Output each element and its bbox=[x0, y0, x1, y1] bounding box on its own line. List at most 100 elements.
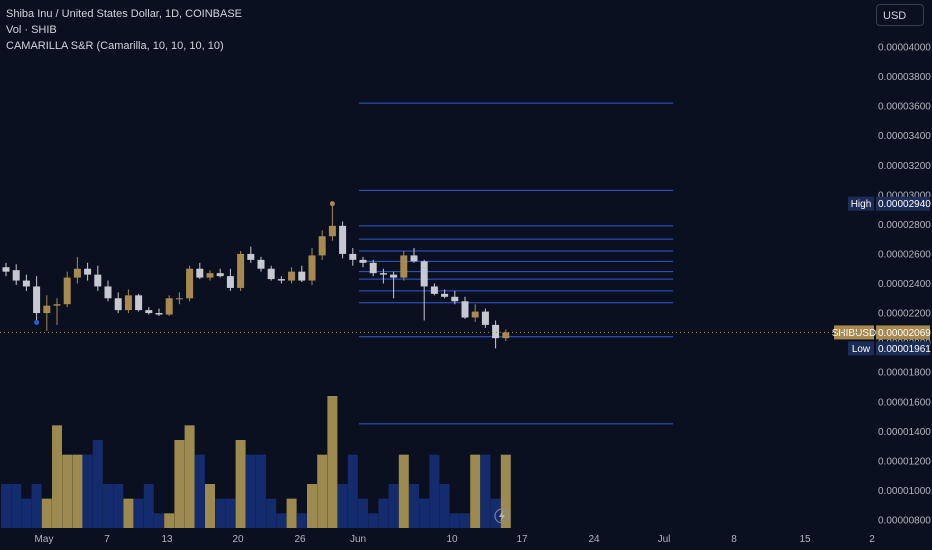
volume-bar bbox=[41, 498, 52, 528]
volume-bar bbox=[327, 396, 338, 528]
price-tag-value: 0.00002940 bbox=[878, 199, 931, 210]
volume-bar bbox=[62, 454, 73, 528]
volume-bar bbox=[103, 484, 113, 528]
volume-bar bbox=[143, 484, 154, 528]
candle-body bbox=[502, 332, 510, 339]
candle-body bbox=[400, 255, 408, 278]
volume-bar bbox=[317, 454, 328, 528]
candle-body bbox=[12, 270, 20, 281]
volume-bar bbox=[460, 513, 470, 528]
candle-body bbox=[206, 273, 214, 278]
price-tag-label: SHIBUSD bbox=[832, 328, 876, 339]
volume-bar bbox=[215, 498, 226, 528]
volume-bar bbox=[154, 513, 164, 528]
volume-bar bbox=[245, 454, 256, 528]
candle-body bbox=[471, 311, 479, 318]
candle-body bbox=[328, 225, 336, 237]
x-tick-label: 7 bbox=[104, 534, 110, 545]
candle-body bbox=[33, 286, 41, 314]
candle-body bbox=[308, 255, 316, 281]
candle-body bbox=[298, 271, 306, 281]
y-tick-label: 0.00001200 bbox=[878, 456, 931, 467]
candle-body bbox=[267, 268, 275, 280]
candle-body bbox=[257, 259, 265, 269]
volume-bar bbox=[470, 454, 481, 528]
price-tag-value-bg bbox=[876, 341, 930, 356]
volume-bar bbox=[480, 454, 491, 528]
candle-body bbox=[339, 225, 347, 254]
candle-body bbox=[237, 253, 245, 288]
high-marker bbox=[329, 201, 335, 207]
x-tick-label: 8 bbox=[731, 534, 737, 545]
candle-body bbox=[186, 268, 194, 299]
volume-bar bbox=[378, 498, 389, 528]
legend-volume[interactable]: Vol · SHIB bbox=[6, 24, 57, 36]
legend-title[interactable]: Shiba Inu / United States Dollar, 1D, CO… bbox=[6, 8, 243, 20]
misc-layer bbox=[0, 201, 870, 524]
y-tick-label: 0.00003000 bbox=[878, 190, 931, 201]
candle-body bbox=[226, 276, 234, 288]
price-tags: High 0.00002940 SHIBUSD 0.00002069 Low 0.0000… bbox=[832, 196, 931, 356]
y-tick-label: 0.00003800 bbox=[878, 72, 931, 83]
volume-bar bbox=[358, 498, 368, 528]
volume-bar bbox=[419, 498, 430, 528]
volume-bar bbox=[92, 440, 103, 528]
candle-body bbox=[145, 310, 153, 314]
candle-body bbox=[43, 305, 51, 314]
y-tick-label: 0.00004000 bbox=[878, 43, 931, 54]
currency-button[interactable]: USD bbox=[876, 4, 924, 26]
volume-bar bbox=[368, 513, 379, 528]
volume-bar bbox=[225, 498, 236, 528]
price-tag-label-bg bbox=[848, 341, 874, 356]
volume-bar bbox=[439, 484, 450, 528]
candle-body bbox=[165, 298, 173, 315]
volume-bar bbox=[133, 498, 144, 528]
candle-body bbox=[53, 304, 61, 306]
volume-bar bbox=[52, 425, 62, 528]
volume-bar bbox=[296, 513, 307, 528]
volume-bar bbox=[184, 425, 195, 528]
y-tick-label: 0.00002600 bbox=[878, 249, 931, 260]
y-tick-label: 0.00002200 bbox=[878, 309, 931, 320]
volume-bar bbox=[337, 484, 348, 528]
volume-bar bbox=[266, 498, 277, 528]
y-tick-label: 0.00002400 bbox=[878, 279, 931, 290]
candle-body bbox=[379, 273, 387, 275]
volume-bar bbox=[205, 484, 215, 528]
x-tick-label: 15 bbox=[799, 534, 811, 545]
candle-body bbox=[94, 274, 102, 287]
price-tag-label-bg bbox=[848, 196, 874, 211]
candle-body bbox=[420, 261, 428, 287]
volume-bar bbox=[174, 440, 185, 528]
x-axis: May 7 13 20 26 Jun 10 17 24 Jul 8 15 2 bbox=[35, 534, 876, 545]
y-tick-label: 0.00001000 bbox=[878, 486, 931, 497]
legend-indicator[interactable]: CAMARILLA S&R (Camarilla, 10, 10, 10, 10… bbox=[6, 40, 224, 52]
volume-bar bbox=[500, 454, 511, 528]
chart-legend: Shiba Inu / United States Dollar, 1D, CO… bbox=[6, 6, 242, 54]
price-tag-value-bg bbox=[876, 196, 930, 211]
candle-body bbox=[2, 267, 10, 272]
volume-bar bbox=[235, 440, 246, 528]
candle-body bbox=[175, 298, 183, 300]
candle-body bbox=[410, 255, 418, 262]
y-tick-label: 0.00003400 bbox=[878, 131, 931, 142]
price-tag-label: Low bbox=[852, 344, 871, 355]
y-tick-label: 0.00002800 bbox=[878, 220, 931, 231]
candle-body bbox=[196, 268, 204, 278]
volume-bar bbox=[388, 484, 399, 528]
volume-bar bbox=[449, 513, 460, 528]
candle-layer bbox=[2, 203, 510, 349]
x-tick-label: 13 bbox=[161, 534, 173, 545]
lightning-icon bbox=[494, 508, 510, 524]
volume-bar bbox=[286, 498, 297, 528]
price-tag-value: 0.00001961 bbox=[878, 344, 931, 355]
pivot-layer bbox=[359, 102, 673, 425]
y-axis: 0.00004000 0.00003800 0.00003600 0.00003400… bbox=[878, 43, 931, 527]
candle-body bbox=[135, 295, 143, 311]
y-tick-label: 0.00001400 bbox=[878, 427, 931, 438]
price-tag-value: 0.00002069 bbox=[878, 328, 931, 339]
candle-body bbox=[441, 293, 449, 297]
candle-body bbox=[63, 277, 71, 305]
